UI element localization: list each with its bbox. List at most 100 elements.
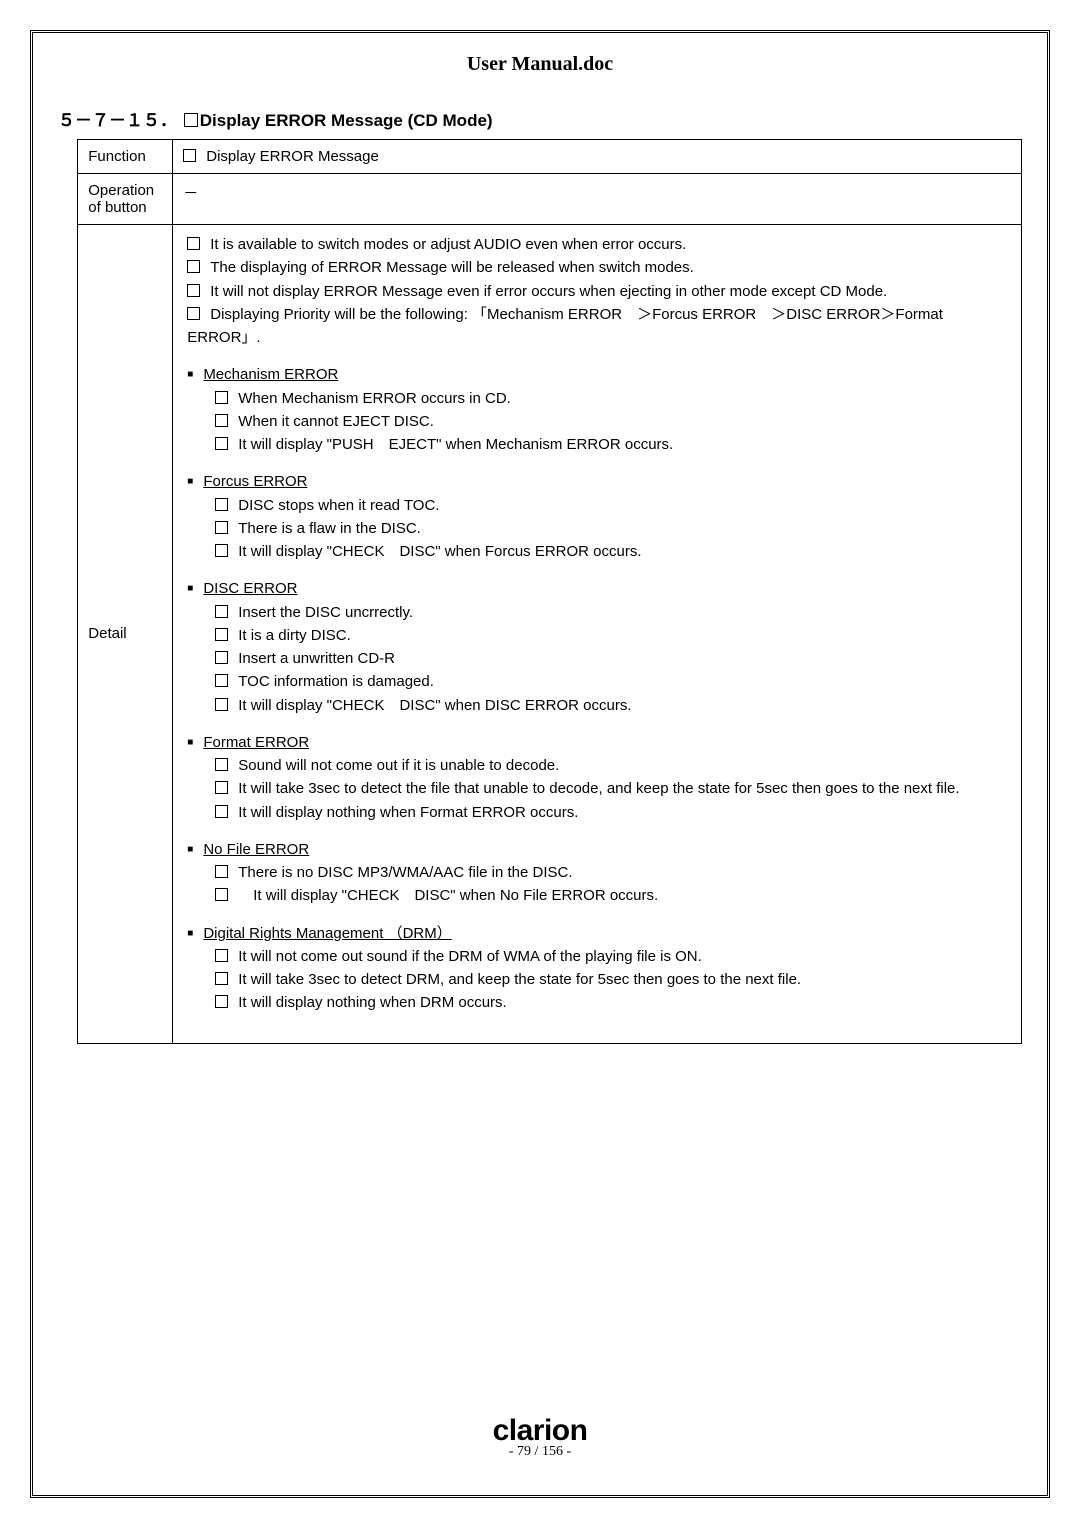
page-frame: User Manual.doc ５－７－１５． Display ERROR Me…: [30, 30, 1050, 1498]
detail-item-text: TOC information is damaged.: [238, 673, 434, 690]
checkbox-icon: [215, 521, 228, 534]
checkbox-icon: [215, 781, 228, 794]
content-table: Function Display ERROR Message Operation…: [77, 139, 1022, 1044]
detail-section-header: ■Mechanism ERROR: [187, 363, 1011, 386]
checkbox-icon: [215, 628, 228, 641]
detail-content: It is available to switch modes or adjus…: [183, 233, 1011, 1035]
detail-item-text: It will display "PUSH EJECT" when Mechan…: [238, 436, 673, 453]
checkbox-icon: [215, 698, 228, 711]
detail-intro-line: The displaying of ERROR Message will be …: [183, 256, 1011, 279]
detail-item-text: It will display "CHECK DISC" when DISC E…: [238, 697, 631, 714]
function-row: Function Display ERROR Message: [78, 140, 1022, 174]
section-header: ５－７－１５． Display ERROR Message (CD Mode): [58, 106, 1022, 131]
detail-section-item: TOC information is damaged.: [187, 670, 1011, 693]
detail-section-item: There is no DISC MP3/WMA/AAC file in the…: [187, 861, 1011, 884]
bullet-icon: ■: [187, 928, 193, 939]
detail-item-text: It will display nothing when Format ERRO…: [238, 804, 578, 821]
detail-section-item: Insert a unwritten CD-R: [187, 647, 1011, 670]
section-number: ５－７－１５．: [58, 111, 177, 130]
detail-intro-text: Displaying Priority will be the followin…: [187, 306, 943, 346]
checkbox-icon: [183, 149, 196, 162]
detail-item-text: When it cannot EJECT DISC.: [238, 413, 434, 430]
detail-intro-line: It will not display ERROR Message even i…: [183, 280, 1011, 303]
detail-section-item: It will display nothing when DRM occurs.: [187, 991, 1011, 1014]
detail-section-header: ■ No File ERROR: [187, 838, 1011, 861]
detail-intro-text: The displaying of ERROR Message will be …: [210, 259, 694, 276]
detail-item-text: Sound will not come out if it is unable …: [238, 757, 559, 774]
detail-section-title: No File ERROR: [203, 841, 309, 858]
detail-section: ■ Format ERROR Sound will not come out if …: [183, 731, 1011, 824]
checkbox-icon: [215, 949, 228, 962]
checkbox-icon: [215, 888, 228, 901]
detail-section-item: It will display nothing when Format ERRO…: [187, 801, 1011, 824]
detail-section-title: Format ERROR: [203, 734, 309, 751]
detail-intro-text: It is available to switch modes or adjus…: [210, 236, 686, 253]
detail-intro-line: It is available to switch modes or adjus…: [183, 233, 1011, 256]
detail-item-text: It will display "CHECK DISC" when Forcus…: [238, 543, 641, 560]
detail-item-text: When Mechanism ERROR occurs in CD.: [238, 390, 511, 407]
detail-label: Detail: [78, 225, 173, 1044]
operation-row: Operation of button －: [78, 174, 1022, 225]
operation-label: Operation of button: [78, 174, 173, 225]
detail-section-header: ■ Digital Rights Management （DRM）: [187, 922, 1011, 945]
bullet-icon: ■: [187, 844, 193, 855]
detail-section: ■Forcus ERRORDISC stops when it read TOC…: [183, 470, 1011, 563]
detail-section-item: It will display "PUSH EJECT" when Mechan…: [187, 433, 1011, 456]
detail-section-item: It will display "CHECK DISC" when DISC E…: [187, 694, 1011, 717]
detail-item-text: There is no DISC MP3/WMA/AAC file in the…: [238, 864, 572, 881]
detail-section: ■ DISC ERROR Insert the DISC uncrrectly. It…: [183, 577, 1011, 717]
detail-section-item: When it cannot EJECT DISC.: [187, 410, 1011, 433]
checkbox-icon: [215, 972, 228, 985]
page-footer: clarion - 79 / 156 -: [33, 1414, 1047, 1460]
bullet-icon: ■: [187, 583, 193, 594]
detail-intro-text: It will not display ERROR Message even i…: [210, 283, 887, 300]
detail-section-item: It will take 3sec to detect the file tha…: [187, 777, 1011, 800]
detail-section-item: It will take 3sec to detect DRM, and kee…: [187, 968, 1011, 991]
detail-item-text: It will take 3sec to detect DRM, and kee…: [238, 971, 801, 988]
detail-section-item: It will display "CHECK DISC" when No Fil…: [187, 884, 1011, 907]
function-text: Display ERROR Message: [206, 148, 379, 165]
detail-section-item: Insert the DISC uncrrectly.: [187, 601, 1011, 624]
detail-item-text: It will display nothing when DRM occurs.: [238, 994, 506, 1011]
document-title: User Manual.doc: [58, 53, 1022, 76]
detail-section: ■ Digital Rights Management （DRM） It will …: [183, 922, 1011, 1015]
detail-item-text: It will take 3sec to detect the file tha…: [238, 780, 959, 797]
checkbox-icon: [187, 237, 200, 250]
checkbox-icon: [187, 260, 200, 273]
detail-section-item: DISC stops when it read TOC.: [187, 494, 1011, 517]
detail-section-title: DISC ERROR: [203, 580, 297, 597]
page-number: - 79 / 156 -: [33, 1444, 1047, 1460]
detail-section-title: Digital Rights Management （DRM）: [203, 925, 451, 942]
checkbox-icon: [215, 674, 228, 687]
checkbox-icon: [215, 414, 228, 427]
detail-section-item: Sound will not come out if it is unable …: [187, 754, 1011, 777]
checkbox-icon: [215, 805, 228, 818]
bullet-icon: ■: [187, 476, 193, 487]
checkbox-icon: [215, 544, 228, 557]
checkbox-icon: [215, 437, 228, 450]
detail-section-item: It will display "CHECK DISC" when Forcus…: [187, 540, 1011, 563]
checkbox-icon: [215, 758, 228, 771]
detail-section-item: When Mechanism ERROR occurs in CD.: [187, 387, 1011, 410]
detail-section-header: ■Forcus ERROR: [187, 470, 1011, 493]
detail-section-item: It is a dirty DISC.: [187, 624, 1011, 647]
checkbox-icon: [215, 651, 228, 664]
detail-section-header: ■ DISC ERROR: [187, 577, 1011, 600]
detail-item-text: There is a flaw in the DISC.: [238, 520, 421, 537]
bullet-icon: ■: [187, 737, 193, 748]
detail-item-text: Insert the DISC uncrrectly.: [238, 604, 413, 621]
detail-cell: It is available to switch modes or adjus…: [173, 225, 1022, 1044]
function-cell: Display ERROR Message: [173, 140, 1022, 174]
checkbox-icon: [215, 605, 228, 618]
detail-section-item: It will not come out sound if the DRM of…: [187, 945, 1011, 968]
detail-item-text: It is a dirty DISC.: [238, 627, 351, 644]
checkbox-icon: [187, 307, 200, 320]
detail-section-header: ■ Format ERROR: [187, 731, 1011, 754]
detail-section-item: There is a flaw in the DISC.: [187, 517, 1011, 540]
detail-item-text: Insert a unwritten CD-R: [238, 650, 395, 667]
checkbox-icon: [215, 865, 228, 878]
detail-row: Detail It is available to switch modes o…: [78, 225, 1022, 1044]
clarion-logo: clarion: [33, 1414, 1047, 1448]
bullet-icon: ■: [187, 369, 193, 380]
checkbox-icon: [184, 113, 198, 127]
